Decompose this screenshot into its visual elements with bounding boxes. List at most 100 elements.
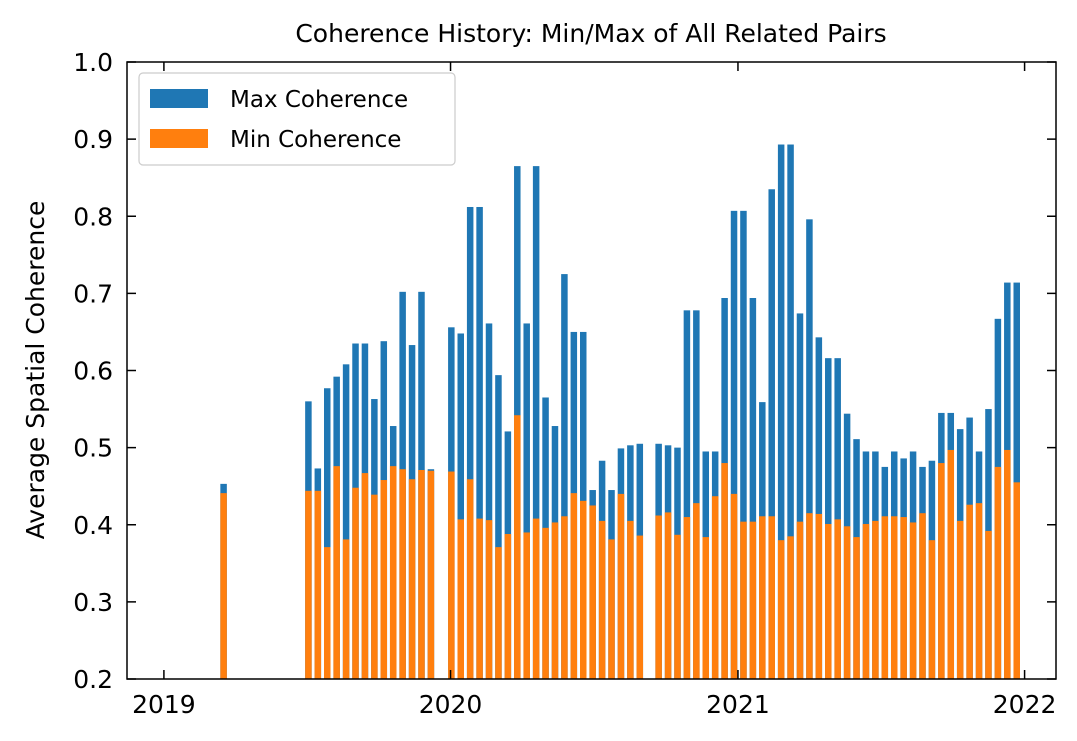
max-coherence-bar [740, 210, 747, 679]
max-coherence-bar [683, 310, 691, 679]
y-tick-label: 0.8 [73, 202, 113, 231]
min-coherence-bar [352, 487, 359, 679]
min-coherence-bar [608, 539, 615, 679]
min-coherence-bar [485, 520, 493, 679]
y-tick-label: 0.7 [73, 279, 113, 308]
min-coherence-bar [768, 516, 775, 679]
min-coherence-bar [418, 469, 425, 679]
min-coherence-bar [476, 518, 483, 679]
min-coherence-bar [693, 503, 700, 679]
y-tick-label: 1.0 [73, 48, 113, 77]
max-coherence-bar [495, 375, 502, 679]
min-coherence-bar [305, 490, 312, 679]
min-coherence-bar [342, 539, 350, 679]
y-tick-label: 0.6 [73, 357, 113, 386]
min-coherence-bar [730, 493, 738, 679]
min-coherence-bar [966, 504, 973, 679]
y-tick-label: 0.4 [73, 511, 113, 540]
min-coherence-bar [938, 463, 945, 679]
min-coherence-bar [919, 513, 926, 679]
max-coherence-bar [834, 358, 841, 679]
min-coherence-bar [796, 521, 804, 679]
max-coherence-bar [342, 364, 350, 679]
min-coherence-bar [551, 522, 559, 679]
min-coherence-bar [495, 547, 502, 679]
min-coherence-bar [806, 513, 813, 679]
y-tick-label: 0.2 [73, 665, 113, 694]
max-coherence-bar [768, 189, 775, 679]
min-coherence-bar [448, 471, 455, 679]
y-axis-label: Average Spatial Coherence [21, 201, 50, 540]
max-coherence-bar [485, 323, 493, 679]
legend-label-max: Max Coherence [230, 87, 408, 113]
min-coherence-bar [314, 490, 322, 679]
min-coherence-bar [361, 473, 369, 679]
min-coherence-bar [617, 493, 625, 679]
min-coherence-bar [457, 519, 464, 679]
min-coherence-bar [777, 540, 785, 679]
min-coherence-bar [466, 479, 474, 679]
x-tick-label: 2021 [706, 690, 770, 719]
min-coherence-bar [909, 522, 917, 679]
min-coherence-bar [598, 520, 606, 679]
min-coherence-bar [627, 520, 634, 679]
min-coherence-bar [532, 518, 540, 679]
max-coherence-bar [561, 274, 568, 679]
min-coherence-bar [220, 493, 227, 679]
legend-swatch-max [150, 89, 208, 108]
min-coherence-bar [956, 520, 964, 679]
legend: Max Coherence Min Coherence [138, 72, 456, 166]
max-coherence-bar [457, 333, 464, 679]
min-coherence-bar [853, 537, 860, 679]
min-coherence-bar [561, 516, 568, 679]
min-coherence-bar [324, 547, 331, 679]
x-tick-label: 2022 [993, 690, 1057, 719]
min-coherence-bar [427, 470, 435, 679]
min-coherence-bar [504, 534, 512, 679]
min-coherence-bar [947, 449, 955, 679]
y-axis-ticks: 0.2 0.3 0.4 0.5 0.6 0.7 0.8 0.9 1.0 [73, 48, 1056, 694]
max-coherence-bar [806, 219, 813, 679]
legend-label-min: Min Coherence [230, 127, 401, 153]
min-coherence-bar [371, 494, 378, 679]
min-coherence-bar [408, 479, 416, 679]
legend-swatch-min [150, 129, 208, 148]
min-coherence-bars [220, 415, 1020, 679]
max-coherence-bar [749, 298, 757, 679]
min-coherence-bar [399, 469, 406, 679]
legend-box [138, 72, 456, 166]
max-coherence-bar [777, 144, 785, 679]
min-coherence-bar [636, 535, 644, 679]
min-coherence-bar [749, 521, 757, 679]
min-coherence-bar [900, 517, 907, 679]
min-coherence-bar [825, 523, 832, 679]
min-coherence-bar [711, 496, 719, 679]
min-coherence-bar [333, 466, 340, 679]
min-coherence-bar [759, 516, 766, 679]
max-coherence-bar [787, 144, 794, 679]
min-coherence-bar [380, 480, 388, 679]
min-coherence-bar [655, 515, 662, 679]
y-tick-label: 0.3 [73, 588, 113, 617]
min-coherence-bar [1013, 482, 1020, 679]
max-coherence-bar [796, 313, 804, 679]
max-coherence-bar [825, 358, 832, 679]
y-tick-label: 0.5 [73, 434, 113, 463]
min-coherence-bar [975, 503, 983, 679]
max-coherence-bar [693, 310, 700, 679]
min-coherence-bar [721, 463, 728, 679]
max-coherence-bar [523, 323, 530, 679]
min-coherence-bar [389, 466, 397, 679]
min-coherence-bar [994, 466, 1002, 679]
min-coherence-bar [683, 517, 691, 679]
x-tick-label: 2019 [132, 690, 196, 719]
max-coherence-bar [815, 337, 823, 679]
min-coherence-bar [740, 521, 747, 679]
max-coherence-bar [730, 210, 738, 679]
min-coherence-bar [881, 516, 889, 679]
min-coherence-bar [862, 523, 870, 679]
min-coherence-bar [589, 505, 596, 679]
min-coherence-bar [787, 536, 794, 679]
min-coherence-bar [702, 537, 710, 679]
